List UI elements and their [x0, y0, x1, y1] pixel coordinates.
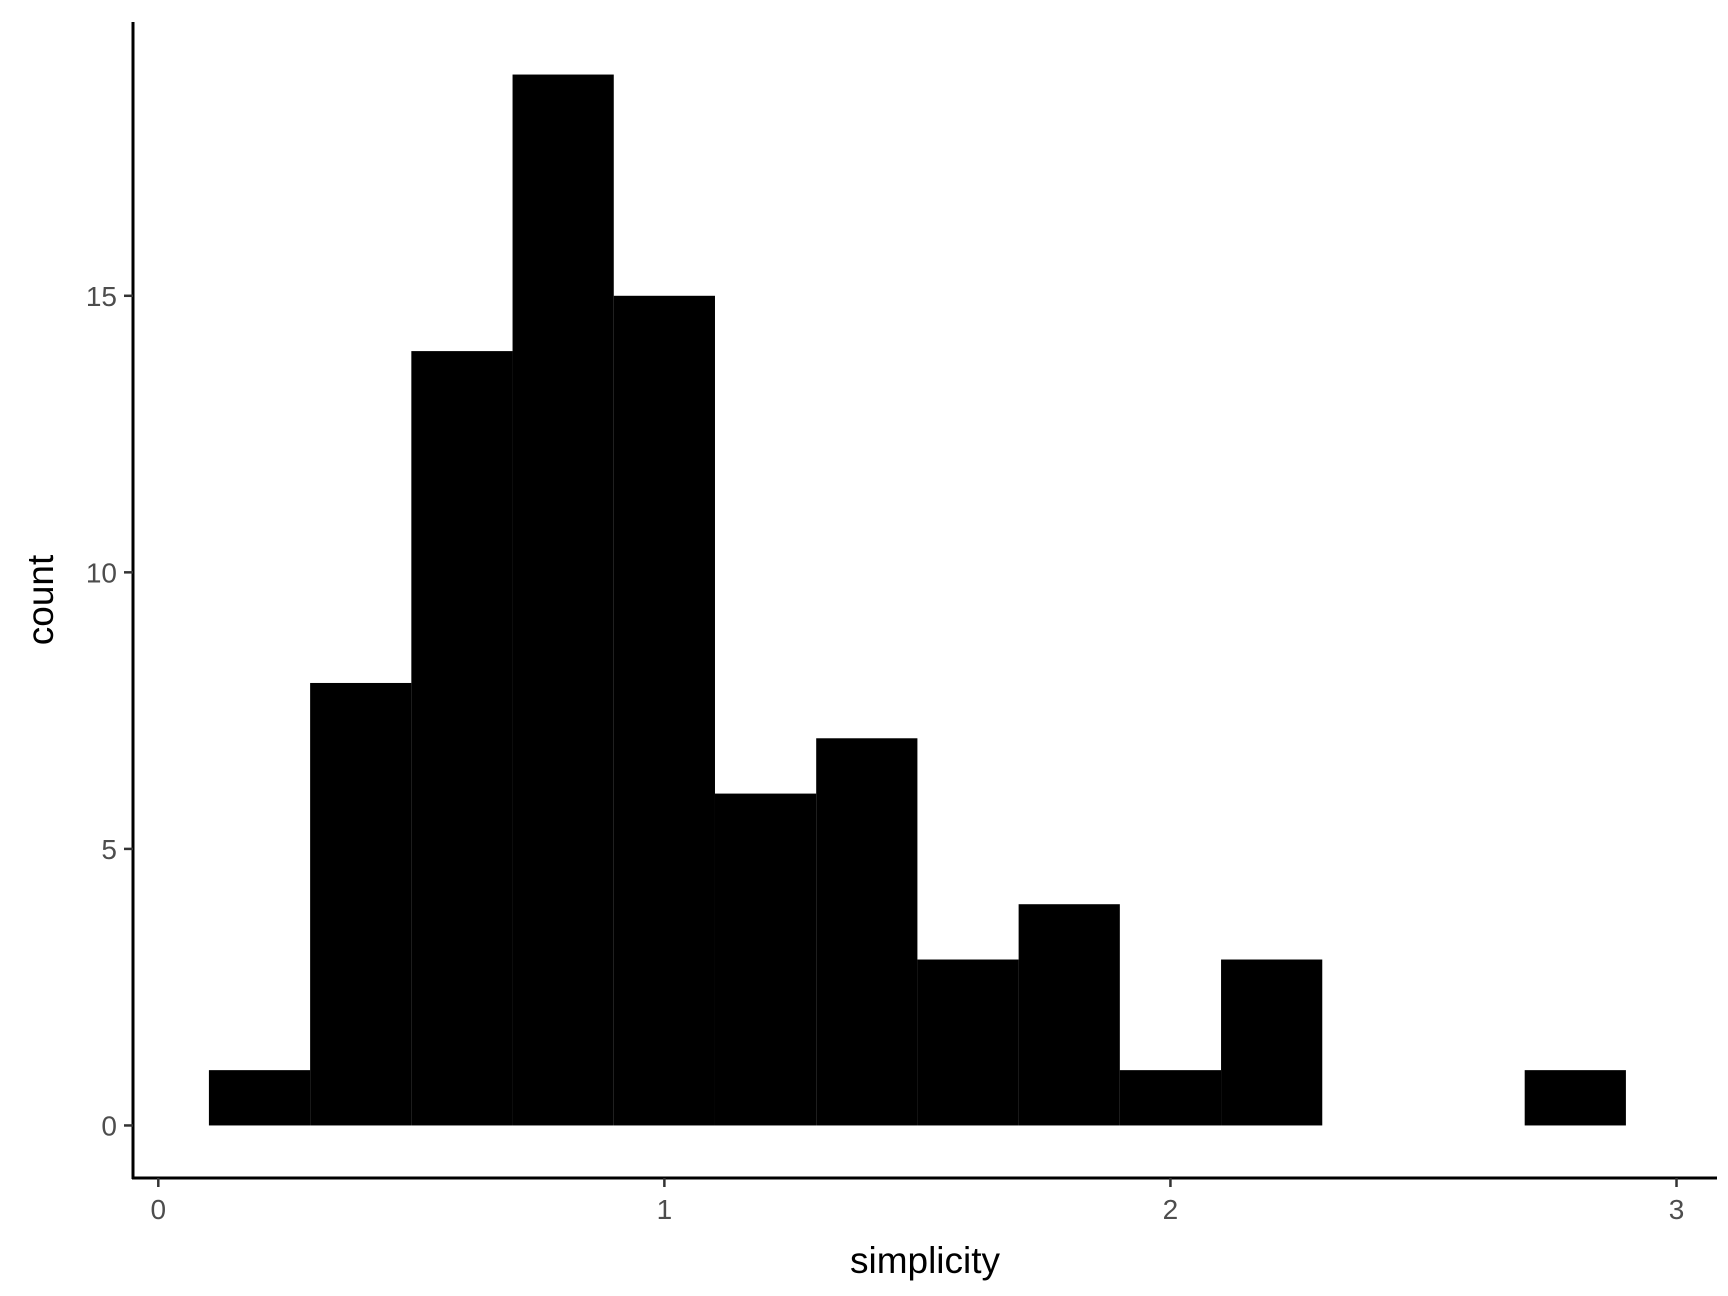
axes-layer — [131, 22, 1717, 1180]
y-tick-label-5: 5 — [101, 834, 117, 865]
histogram-bar-7 — [917, 959, 1019, 1126]
y-axis-title: count — [20, 554, 61, 645]
histogram-bar-13 — [1524, 1070, 1626, 1126]
ticks-layer: 0 1 2 3 0 5 10 15 — [86, 281, 1684, 1225]
histogram-bar-1 — [310, 682, 412, 1126]
y-tick-label-10: 10 — [86, 557, 117, 588]
y-tick-label-0: 0 — [101, 1110, 117, 1141]
histogram-bar-10 — [1221, 959, 1323, 1126]
histogram-bar-0 — [208, 1070, 311, 1126]
histogram-bar-8 — [1018, 904, 1120, 1126]
x-tick-label-2: 2 — [1163, 1194, 1179, 1225]
histogram-bar-2 — [411, 351, 513, 1126]
y-tick-label-15: 15 — [86, 281, 117, 312]
bars-layer — [208, 74, 1626, 1126]
histogram-bar-9 — [1119, 1070, 1222, 1126]
x-tick-label-1: 1 — [657, 1194, 673, 1225]
x-axis-title: simplicity — [850, 1240, 1001, 1281]
histogram-bar-6 — [816, 738, 918, 1126]
histogram-bar-4 — [613, 295, 715, 1126]
histogram-bar-5 — [714, 793, 817, 1126]
x-tick-label-3: 3 — [1669, 1194, 1685, 1225]
x-tick-label-0: 0 — [151, 1194, 167, 1225]
histogram-bar-3 — [512, 74, 614, 1126]
